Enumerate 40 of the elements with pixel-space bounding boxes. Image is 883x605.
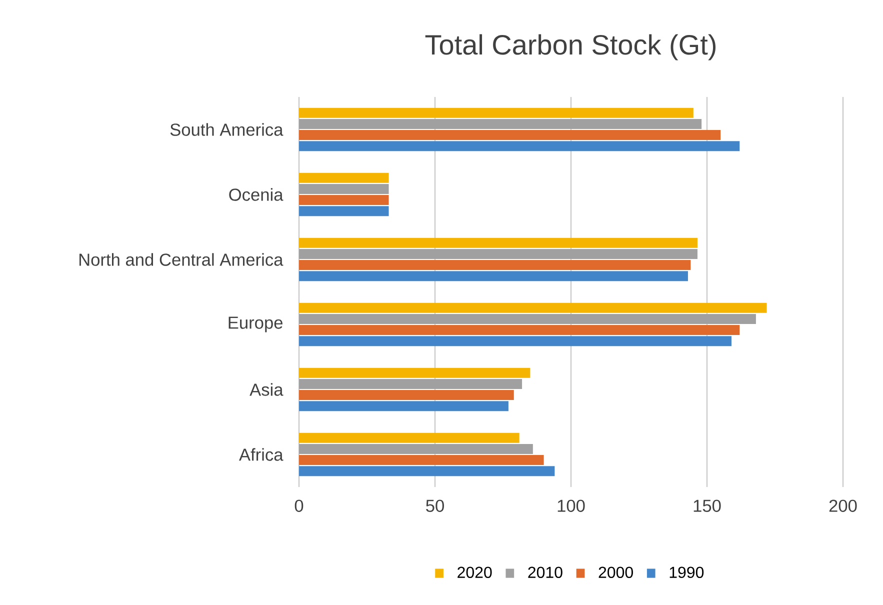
bar [299, 378, 522, 389]
bar [299, 325, 740, 336]
bar [299, 172, 389, 183]
bar [299, 271, 688, 282]
bar [299, 108, 694, 118]
legend-label: 2000 [598, 566, 633, 578]
chart-title: Total Carbon Stock (Gt) [425, 34, 716, 60]
y-tick-label: Ocenia [229, 188, 284, 201]
legend-label: 1990 [670, 566, 704, 578]
bar [299, 206, 389, 216]
bar [299, 368, 530, 378]
bar [299, 238, 698, 248]
bar [299, 260, 691, 270]
bar [299, 455, 544, 466]
y-tick-label: Asia [250, 383, 284, 396]
bar [299, 466, 555, 476]
x-tick-label: 150 [694, 500, 721, 512]
x-tick-label: 50 [426, 500, 444, 512]
legend-label: 2020 [458, 566, 492, 578]
x-tick-label: 0 [294, 500, 304, 512]
legend-label: 2010 [528, 566, 562, 578]
bar [299, 184, 389, 194]
bar [299, 302, 767, 313]
bar [299, 444, 533, 454]
x-tick-label: 200 [829, 500, 857, 512]
bar [299, 390, 514, 400]
bar [299, 401, 508, 412]
y-tick-label: Europe [228, 316, 282, 332]
bar [299, 314, 756, 324]
y-tick-label: Africa [239, 448, 284, 461]
bar [299, 118, 702, 129]
bar [299, 248, 698, 259]
y-tick-label: North and Central America [79, 253, 284, 266]
y-tick-label: South America [170, 123, 284, 136]
bar [299, 141, 740, 152]
bar [299, 432, 520, 443]
bar [299, 336, 732, 346]
x-tick-label: 100 [558, 500, 585, 512]
bar [299, 195, 389, 206]
bar [299, 130, 721, 140]
